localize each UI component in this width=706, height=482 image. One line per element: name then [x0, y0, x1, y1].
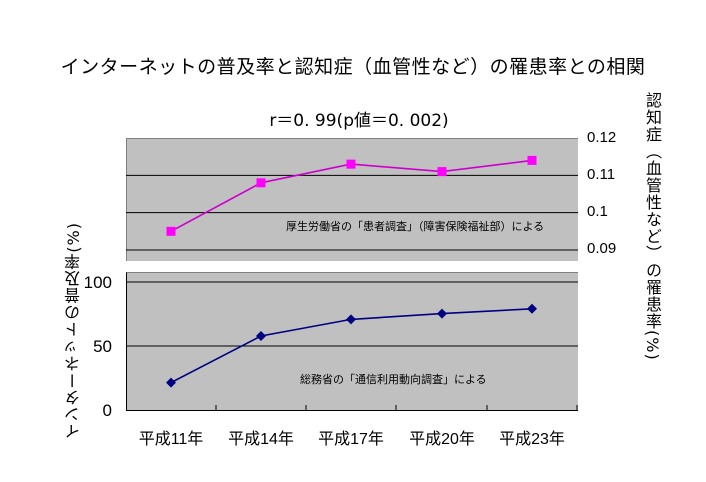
upper-gridlines: [126, 174, 578, 251]
lower-plot-area: [126, 272, 578, 411]
diamond-marker-icon: [256, 331, 266, 342]
lower-source-note: 総務省の「通信利用動向調査」による: [300, 373, 487, 386]
square-marker-icon: [256, 178, 266, 188]
dementia-rate-markers: [166, 155, 537, 236]
xtick-label: 平成20年: [409, 431, 475, 448]
square-marker-icon: [346, 159, 356, 169]
left-ytick: 50: [93, 337, 112, 356]
right-ytick: 0.11: [587, 166, 616, 183]
x-axis-tick-marks: [215, 405, 578, 411]
diamond-marker-icon: [166, 377, 176, 388]
right-ytick: 0.12: [587, 129, 617, 146]
square-marker-icon: [527, 155, 537, 165]
left-y-axis-label: インターネットの普及率(%): [64, 222, 83, 440]
chart-title: インターネットの普及率と認知症（血管性など）の罹患率との相関: [60, 56, 646, 78]
square-marker-icon: [166, 226, 176, 236]
xtick-label: 平成23年: [499, 431, 565, 448]
diamond-marker-icon: [527, 303, 537, 314]
left-ytick: 0: [102, 401, 112, 420]
xtick-label: 平成17年: [318, 431, 384, 448]
lower-gridlines: [126, 281, 578, 347]
internet-rate-markers: [166, 303, 537, 388]
diamond-marker-icon: [346, 314, 356, 325]
correlation-subtitle: r＝0. 99(p値＝0. 002): [269, 111, 449, 131]
xtick-label: 平成11年: [138, 431, 204, 448]
square-marker-icon: [437, 167, 447, 177]
upper-source-note: 厚生労働省の「患者調査」（障害保険福祉部）による: [286, 220, 545, 233]
left-ytick: 100: [83, 273, 112, 292]
xtick-label: 平成14年: [228, 431, 294, 448]
right-ytick: 0.09: [587, 240, 617, 257]
upper-plot-area: [126, 138, 578, 261]
diamond-marker-icon: [437, 308, 447, 319]
right-y-axis-label: 認知症（血管性など）の罹患率(%): [643, 92, 662, 361]
right-ytick: 0.1: [587, 203, 608, 220]
